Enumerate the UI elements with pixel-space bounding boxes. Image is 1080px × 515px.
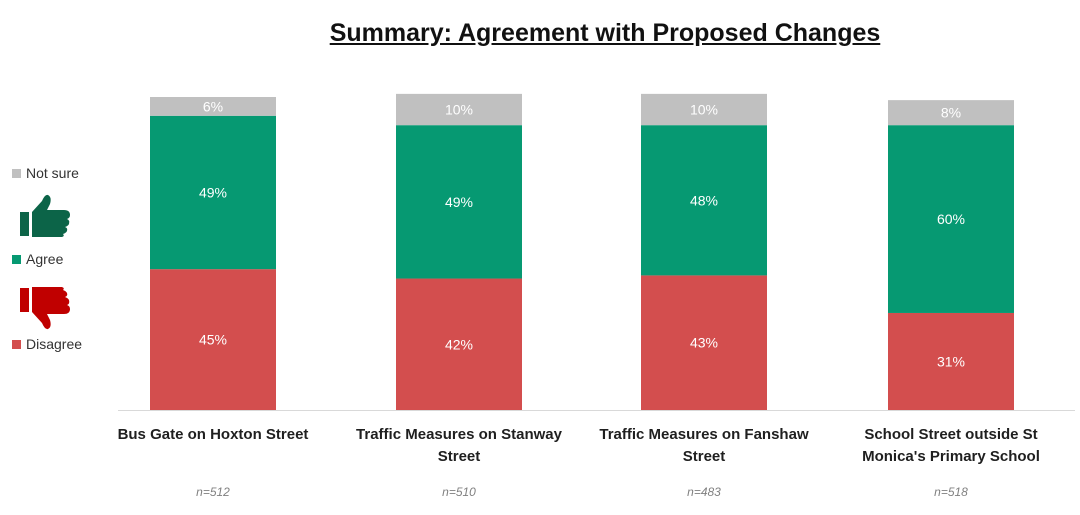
sample-size-fanshaw: n=483 (687, 485, 721, 499)
data-label-agree-3: 48% (690, 192, 718, 208)
bar-segment-agree-1 (150, 115, 276, 270)
bar-segment-not-sure-2 (396, 93, 522, 126)
category-label-st-monica: School Street outside St Monica's Primar… (862, 426, 1040, 465)
legend-item-not-sure: Not sure (12, 165, 79, 181)
data-label-disagree-2: 42% (445, 336, 473, 352)
legend: Not sure Agree Disagree (8, 160, 118, 360)
data-label-disagree-4: 31% (937, 353, 965, 369)
bar-segment-disagree-2 (396, 278, 522, 410)
legend-swatch-disagree (12, 339, 21, 349)
data-label-not-sure-3: 10% (690, 102, 718, 118)
bar-segment-disagree-4 (888, 312, 1014, 410)
legend-item-agree: Agree (12, 251, 63, 267)
thumbs-up-icon (20, 194, 70, 237)
thumbs-down-icon (20, 287, 70, 330)
data-label-agree-2: 49% (445, 194, 473, 210)
sample-size-hoxton: n=512 (196, 485, 230, 499)
data-label-agree-1: 49% (199, 184, 227, 200)
bar-segment-not-sure-1 (150, 97, 276, 116)
legend-item-disagree: Disagree (12, 336, 82, 352)
bar-segment-not-sure-3 (641, 93, 767, 126)
bar-segment-not-sure-4 (888, 100, 1014, 126)
legend-swatch-agree (12, 254, 21, 264)
sample-size-st-monica: n=518 (934, 485, 968, 499)
data-label-disagree-1: 45% (199, 332, 227, 348)
bar-segment-agree-3 (641, 125, 767, 276)
category-label-stanway: Traffic Measures on Stanway Street (356, 426, 562, 465)
data-label-agree-4: 60% (937, 211, 965, 227)
data-label-not-sure-1: 6% (203, 98, 223, 114)
data-label-not-sure-4: 8% (941, 105, 961, 121)
chart-title: Summary: Agreement with Proposed Changes (329, 19, 881, 47)
bar-segment-agree-2 (396, 125, 522, 279)
category-label-fanshaw: Traffic Measures on Fanshaw Street (599, 426, 809, 465)
legend-label-disagree: Disagree (26, 336, 83, 352)
data-label-disagree-3: 43% (690, 335, 718, 351)
bar-segment-disagree-3 (641, 275, 767, 410)
legend-label-not-sure: Not sure (26, 165, 79, 181)
bar-segment-disagree-1 (150, 269, 276, 410)
bar-segment-agree-4 (888, 125, 1014, 313)
data-label-not-sure-2: 10% (445, 102, 473, 118)
category-label-hoxton: Bus Gate on Hoxton Street (117, 426, 309, 443)
legend-label-agree: Agree (26, 251, 64, 267)
sample-size-stanway: n=510 (442, 485, 476, 499)
legend-swatch-not-sure (12, 168, 21, 178)
